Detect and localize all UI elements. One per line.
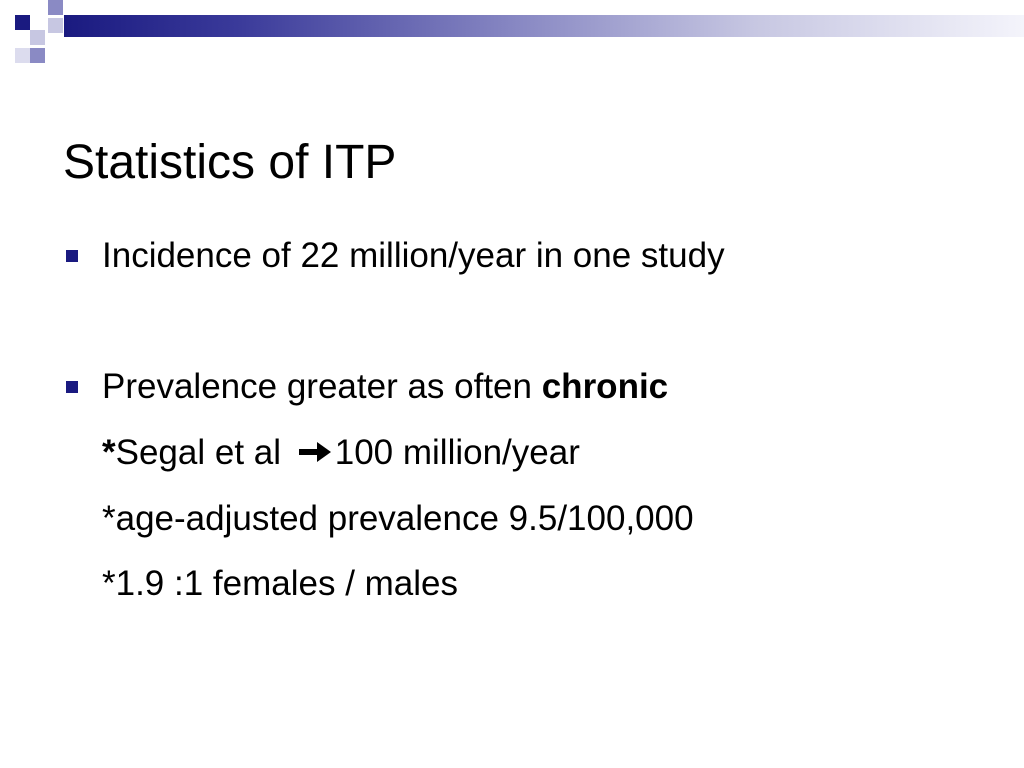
square-bullet-icon xyxy=(66,381,78,393)
decoration-square xyxy=(48,0,63,15)
slide-title: Statistics of ITP xyxy=(63,136,397,190)
bullet-item: Prevalence greater as often chronic xyxy=(66,365,668,409)
bullet-item: Incidence of 22 million/year in one stud… xyxy=(66,234,725,278)
bullet-text: Prevalence greater as often chronic xyxy=(102,365,668,409)
sub-line-text: Segal et al xyxy=(115,433,291,472)
decoration-square xyxy=(30,48,45,63)
header-gradient-band xyxy=(64,15,1024,37)
sub-line: *age-adjusted prevalence 9.5/100,000 xyxy=(102,499,694,538)
decoration-square xyxy=(48,18,63,33)
sub-line: *1.9 :1 females / males xyxy=(102,564,458,603)
right-arrow-icon xyxy=(298,441,331,462)
decoration-square xyxy=(15,48,30,63)
sub-line-text: 100 million/year xyxy=(334,433,580,472)
square-bullet-icon xyxy=(66,250,78,262)
bullet-text-bold: chronic xyxy=(541,367,669,406)
decoration-square xyxy=(15,15,30,30)
decoration-square xyxy=(30,30,45,45)
bullet-text-prefix: Prevalence greater as often xyxy=(102,367,542,406)
bullet-text: Incidence of 22 million/year in one stud… xyxy=(102,236,725,275)
asterisk: * xyxy=(102,433,116,472)
sub-line: *Segal et al 100 million/year xyxy=(102,431,580,475)
